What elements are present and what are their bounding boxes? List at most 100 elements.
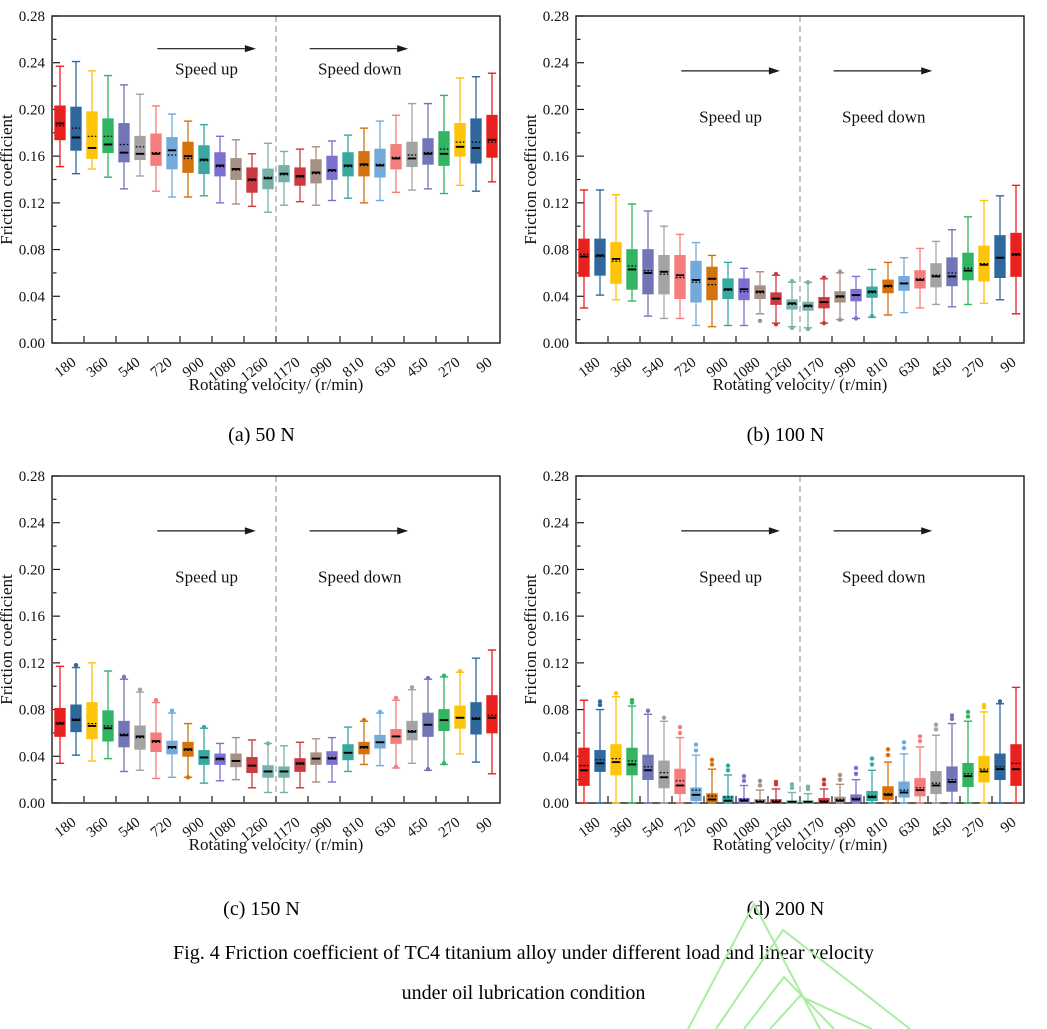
speed-up-arrowhead xyxy=(244,45,256,53)
outlier-dot xyxy=(153,698,159,703)
box-b-22 xyxy=(914,247,926,309)
y-tick-label: 0.28 xyxy=(19,9,45,25)
box-c-14 xyxy=(262,742,274,794)
box-d-9 xyxy=(706,768,718,804)
box-b-15 xyxy=(802,281,814,329)
iqr-box xyxy=(1010,744,1022,786)
box-c-5 xyxy=(118,678,130,773)
box-a-21 xyxy=(374,120,386,202)
outlier-dot xyxy=(597,702,603,708)
outlier-dot xyxy=(757,783,763,788)
x-tick-label: 360 xyxy=(608,815,636,841)
speed-down-arrowhead xyxy=(921,527,933,535)
box-c-1 xyxy=(54,665,66,764)
iqr-box xyxy=(658,760,670,789)
y-tick-label: 0.00 xyxy=(19,336,45,352)
x-tick-label: 630 xyxy=(372,355,400,381)
outlier-dot xyxy=(949,713,955,718)
iqr-box xyxy=(578,238,590,277)
box-c-12 xyxy=(230,736,242,781)
plot-area-c: 0.00 0.04 0.08 0.12 0.16 0.20 0.24 0.28 180 360 54… xyxy=(0,469,501,854)
box-c-21 xyxy=(374,712,386,767)
iqr-box xyxy=(642,249,654,295)
box-c-7 xyxy=(150,701,162,780)
x-tick-label: 450 xyxy=(928,355,956,381)
outlier-dot xyxy=(981,702,987,708)
outlier-dot xyxy=(789,325,795,331)
x-axis-title: Rotating velocity/ (r/min) xyxy=(713,835,888,854)
x-tick-label: 270 xyxy=(960,815,988,841)
box-d-10 xyxy=(722,774,734,804)
box-b-11 xyxy=(738,267,750,327)
outlier-dot xyxy=(757,778,763,784)
box-a-18 xyxy=(326,140,338,202)
outlier-dot xyxy=(885,747,891,752)
outlier-dot xyxy=(869,313,875,319)
outlier-dot xyxy=(885,752,891,758)
box-d-5 xyxy=(642,713,654,804)
speed-up-label: Speed up xyxy=(175,567,238,586)
box-b-12 xyxy=(754,271,766,315)
speed-down-label: Speed down xyxy=(318,567,402,586)
x-tick-label: 720 xyxy=(148,355,176,381)
outlier-dot xyxy=(805,326,811,332)
outlier-dot xyxy=(377,709,383,715)
boxplot-chart-200n: 0.00 0.04 0.08 0.12 0.16 0.20 0.24 0.28 180 360 54… xyxy=(524,469,1025,854)
box-c-3 xyxy=(86,662,98,762)
speed-down-arrowhead xyxy=(397,527,409,535)
box-b-1 xyxy=(578,189,590,309)
iqr-box xyxy=(86,702,98,740)
outlier-dot xyxy=(789,785,795,791)
box-d-1 xyxy=(578,699,590,804)
outlier-dot xyxy=(73,662,79,668)
x-tick-label: 720 xyxy=(672,815,700,841)
box-c-27 xyxy=(470,657,482,763)
box-a-22 xyxy=(390,114,402,194)
speed-down-label: Speed down xyxy=(842,567,926,586)
y-tick-label: 0.00 xyxy=(543,796,569,812)
box-c-20 xyxy=(358,720,370,766)
plot-area-d: 0.00 0.04 0.08 0.12 0.16 0.20 0.24 0.28 180 360 54… xyxy=(524,469,1025,854)
outlier-dot xyxy=(917,734,923,739)
y-tick-label: 0.08 xyxy=(19,243,45,259)
speed-up-label: Speed up xyxy=(699,107,762,126)
box-b-28 xyxy=(1010,184,1022,315)
outlier-dot xyxy=(693,748,699,753)
iqr-box xyxy=(118,123,130,163)
box-c-16 xyxy=(294,741,306,789)
x-tick-label: 90 xyxy=(998,815,1020,837)
x-tick-label: 720 xyxy=(672,355,700,381)
boxplot-chart-50n: 0.00 0.04 0.08 0.12 0.16 0.20 0.24 0.28 180 360 54… xyxy=(0,9,501,394)
y-tick-label: 0.00 xyxy=(19,796,45,812)
outlier-dot xyxy=(773,779,779,785)
outlier-dot xyxy=(869,762,875,767)
outlier-dot xyxy=(821,782,827,787)
box-a-25 xyxy=(438,94,450,195)
y-tick-label: 0.08 xyxy=(543,703,569,719)
outlier-dot xyxy=(821,777,827,782)
outlier-dot xyxy=(169,708,175,713)
box-a-20 xyxy=(358,127,370,204)
y-tick-label: 0.12 xyxy=(543,656,569,672)
box-a-27 xyxy=(470,76,482,192)
y-tick-label: 0.24 xyxy=(543,56,570,72)
x-tick-label: 180 xyxy=(52,815,80,841)
x-tick-label: 540 xyxy=(116,355,144,381)
outlier-dot xyxy=(773,322,779,327)
box-b-7 xyxy=(674,233,686,320)
iqr-box xyxy=(374,148,386,178)
outlier-dot xyxy=(837,777,843,782)
box-a-5 xyxy=(118,84,130,190)
box-c-9 xyxy=(182,722,194,779)
box-a-26 xyxy=(454,77,466,187)
box-b-8 xyxy=(690,241,702,327)
y-tick-label: 0.12 xyxy=(19,196,45,212)
iqr-box xyxy=(166,137,178,170)
x-tick-label: 450 xyxy=(404,815,432,841)
iqr-box xyxy=(150,133,162,166)
y-tick-label: 0.16 xyxy=(543,609,570,625)
outlier-dot xyxy=(629,698,635,703)
x-tick-label: 270 xyxy=(436,815,464,841)
x-tick-label: 450 xyxy=(928,815,956,841)
